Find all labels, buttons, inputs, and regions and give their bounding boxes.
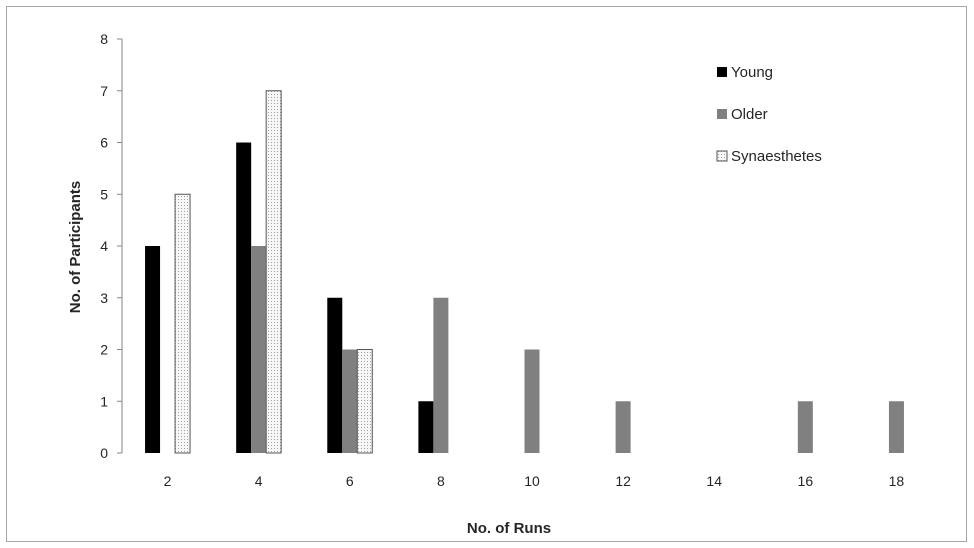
x-tick-label: 18 (889, 473, 905, 489)
bar-older-10 (524, 349, 540, 453)
legend-swatch-older (717, 109, 727, 119)
y-tick-label: 5 (100, 186, 108, 202)
x-axis-title: No. of Runs (467, 520, 551, 537)
y-tick-label: 6 (100, 135, 108, 151)
bar-young-2 (145, 246, 161, 453)
x-tick-label: 12 (615, 473, 631, 489)
bar-older-18 (888, 401, 904, 453)
y-axis-title: No. of Participants (67, 181, 84, 314)
y-tick-label: 4 (100, 238, 108, 254)
y-tick-label: 2 (100, 342, 108, 358)
bar-young-8 (418, 401, 434, 453)
bar-synaesthetes-4 (265, 90, 282, 454)
bar-older-6 (342, 349, 358, 453)
legend-label-young: Young (731, 64, 773, 81)
y-tick-label: 3 (100, 290, 108, 306)
legend-swatch-synaesthetes (716, 150, 728, 162)
x-tick-label: 14 (706, 473, 722, 489)
bar-older-12 (615, 401, 631, 453)
x-tick-label: 2 (164, 473, 172, 489)
bar-older-4 (251, 246, 267, 453)
bar-young-4 (236, 142, 252, 453)
legend-label-older: Older (731, 106, 768, 123)
y-tick-label: 1 (100, 393, 108, 409)
x-tick-label: 4 (255, 473, 263, 489)
y-tick-label: 8 (100, 31, 108, 47)
x-tick-label: 8 (437, 473, 445, 489)
y-tick-label: 0 (100, 445, 108, 461)
x-tick-label: 6 (346, 473, 354, 489)
bar-synaesthetes-6 (356, 349, 373, 454)
legend-swatch-young (717, 67, 727, 77)
x-tick-label: 10 (524, 473, 540, 489)
x-tick-label: 16 (798, 473, 814, 489)
bar-older-16 (797, 401, 813, 453)
bar-synaesthetes-2 (174, 193, 191, 454)
legend: Young Older Synaesthetes (716, 64, 822, 165)
bar-older-8 (433, 297, 449, 453)
y-tick-label: 7 (100, 83, 108, 99)
legend-label-synaesthetes: Synaesthetes (731, 148, 822, 165)
chart-frame: 0 1 2 3 4 5 6 7 8 2 4 6 8 10 12 14 16 18 No. of Participa… (6, 6, 967, 542)
bar-young-6 (327, 297, 343, 453)
